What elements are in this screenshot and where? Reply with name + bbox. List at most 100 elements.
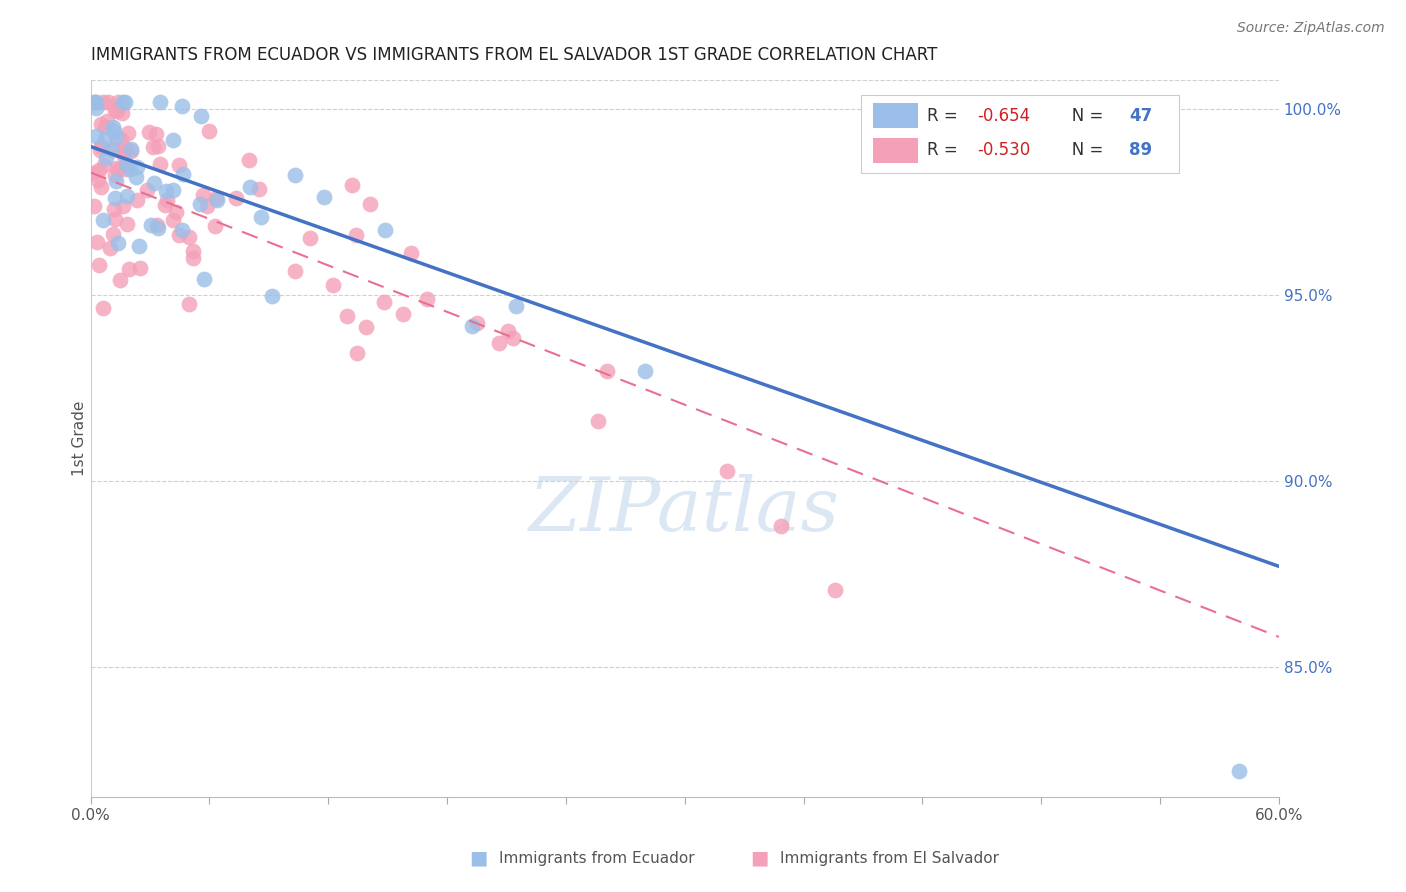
Point bbox=[83, 95, 105, 109]
Point bbox=[392, 307, 415, 321]
Point bbox=[488, 336, 510, 351]
Text: N =: N = bbox=[1056, 106, 1108, 125]
Point bbox=[155, 184, 177, 198]
Point bbox=[111, 95, 134, 109]
FancyBboxPatch shape bbox=[873, 137, 918, 163]
Point bbox=[101, 143, 124, 157]
Point bbox=[94, 120, 117, 134]
Text: ZIPatlas: ZIPatlas bbox=[529, 474, 841, 546]
Text: ■: ■ bbox=[468, 848, 488, 868]
Point bbox=[153, 198, 176, 212]
Point bbox=[129, 260, 152, 275]
Point bbox=[191, 188, 214, 202]
Point bbox=[505, 299, 527, 313]
Point bbox=[114, 161, 136, 176]
Point bbox=[165, 204, 187, 219]
Point bbox=[105, 104, 128, 119]
Point bbox=[260, 289, 283, 303]
Point bbox=[143, 176, 166, 190]
Point bbox=[373, 294, 395, 309]
Point bbox=[141, 140, 163, 154]
Text: -0.530: -0.530 bbox=[977, 141, 1031, 159]
Text: ■: ■ bbox=[749, 848, 769, 868]
Point bbox=[110, 132, 132, 146]
Point bbox=[298, 231, 321, 245]
Point bbox=[146, 138, 169, 153]
Point bbox=[93, 158, 115, 172]
Point bbox=[461, 318, 484, 333]
Point bbox=[112, 199, 135, 213]
Point bbox=[111, 147, 134, 161]
Point bbox=[181, 251, 204, 265]
Point bbox=[105, 130, 128, 145]
Point bbox=[344, 228, 367, 243]
Point bbox=[188, 196, 211, 211]
Point bbox=[103, 202, 125, 216]
Point bbox=[118, 262, 141, 277]
Point bbox=[87, 258, 110, 272]
Point bbox=[716, 464, 738, 478]
FancyBboxPatch shape bbox=[860, 95, 1180, 173]
Point bbox=[114, 95, 136, 109]
Point bbox=[586, 414, 609, 428]
Point bbox=[225, 191, 247, 205]
Point bbox=[104, 103, 127, 117]
Point bbox=[138, 125, 160, 139]
Point bbox=[824, 582, 846, 597]
Point bbox=[399, 246, 422, 260]
Point bbox=[634, 364, 657, 378]
Point bbox=[204, 219, 226, 233]
Text: N =: N = bbox=[1056, 141, 1108, 159]
Point bbox=[340, 178, 363, 192]
Point bbox=[283, 169, 305, 183]
Point bbox=[115, 188, 138, 202]
Point bbox=[374, 223, 396, 237]
Point bbox=[193, 271, 215, 285]
Point bbox=[108, 162, 131, 177]
Point bbox=[250, 210, 273, 224]
Point bbox=[149, 157, 172, 171]
Point bbox=[114, 157, 136, 171]
Point bbox=[107, 95, 129, 109]
Point bbox=[465, 316, 488, 330]
Point bbox=[172, 222, 194, 236]
Text: 89: 89 bbox=[1129, 141, 1153, 159]
Point bbox=[177, 296, 200, 310]
Text: 47: 47 bbox=[1129, 106, 1153, 125]
Point bbox=[90, 138, 112, 153]
Point bbox=[167, 227, 190, 242]
Point bbox=[167, 158, 190, 172]
Point bbox=[105, 174, 128, 188]
Point bbox=[125, 161, 148, 175]
Point bbox=[181, 244, 204, 258]
Point bbox=[86, 173, 108, 187]
Point bbox=[84, 129, 107, 144]
Point bbox=[91, 95, 114, 109]
Point bbox=[416, 293, 439, 307]
Point bbox=[197, 124, 219, 138]
Text: Immigrants from Ecuador: Immigrants from Ecuador bbox=[499, 851, 695, 865]
Point bbox=[83, 95, 105, 109]
Point bbox=[125, 170, 148, 185]
Point bbox=[336, 309, 359, 323]
Point bbox=[104, 212, 127, 227]
Text: Immigrants from El Salvador: Immigrants from El Salvador bbox=[780, 851, 1000, 865]
Point bbox=[141, 218, 163, 232]
Point bbox=[100, 142, 122, 156]
Point bbox=[86, 235, 108, 250]
Point bbox=[205, 194, 228, 208]
Point bbox=[120, 142, 142, 156]
Y-axis label: 1st Grade: 1st Grade bbox=[72, 401, 87, 475]
Point bbox=[98, 241, 121, 255]
Point bbox=[117, 126, 139, 140]
Point bbox=[136, 183, 159, 197]
Point bbox=[96, 113, 118, 128]
Point bbox=[146, 218, 169, 232]
Point bbox=[322, 278, 344, 293]
Point bbox=[94, 132, 117, 146]
Point bbox=[108, 273, 131, 287]
Point bbox=[103, 120, 125, 135]
Text: R =: R = bbox=[927, 141, 963, 159]
Point bbox=[101, 227, 124, 241]
Point bbox=[162, 133, 184, 147]
